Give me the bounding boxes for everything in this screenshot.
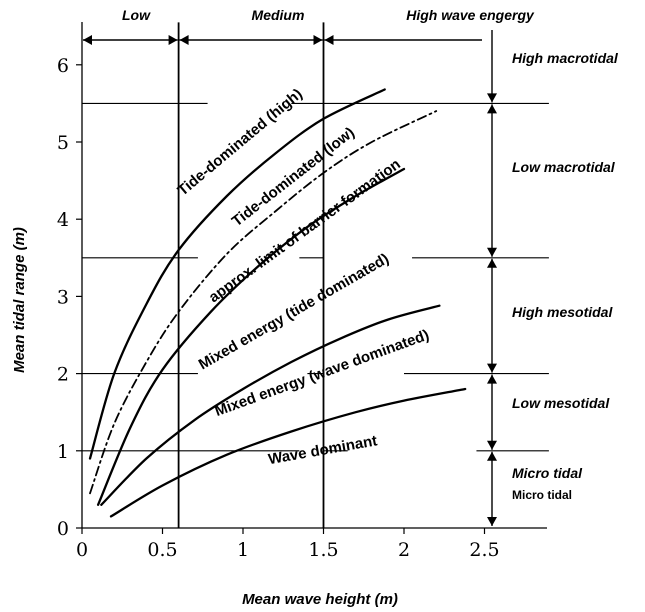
boundary-curve	[109, 387, 467, 518]
x-tick-label: 1	[237, 539, 249, 561]
tidal-class-low-macrotidal: Low macrotidal	[512, 159, 616, 175]
classification-lines	[82, 22, 549, 528]
y-tick-label: 4	[57, 209, 69, 231]
x-tick-label: 2	[398, 539, 410, 561]
wave-class-label-low: Low	[122, 7, 151, 23]
arrow-head	[313, 35, 323, 45]
tidal-class-micro-tidal-sub: Micro tidal	[512, 488, 572, 502]
arrow-head	[487, 93, 497, 103]
arrow-head	[179, 35, 189, 45]
y-tick-label: 5	[57, 132, 69, 154]
wave-class-label-high: High wave engergy	[406, 7, 535, 23]
tidal-class-micro-tidal: Micro tidal	[512, 465, 583, 481]
tidal-class-low-mesotidal: Low mesotidal	[512, 395, 610, 411]
arrow-head	[487, 363, 497, 373]
x-tick-label: 0.5	[147, 539, 177, 561]
arrow-head	[168, 35, 178, 45]
y-tick-label: 1	[57, 441, 69, 463]
x-tick-label: 2.5	[469, 539, 499, 561]
y-tick-label: 2	[57, 364, 69, 386]
arrow-head	[487, 440, 497, 450]
arrow-head	[487, 258, 497, 268]
boundary-curve	[100, 304, 441, 506]
arrow-head	[487, 451, 497, 461]
text-labels: Low Medium High wave engergy High macrotida…	[83, 7, 619, 526]
arrow-head	[487, 374, 497, 384]
arrow-head	[83, 35, 92, 45]
arrow-head	[324, 35, 334, 45]
y-tick-label: 0	[57, 518, 69, 540]
boundary-curve	[96, 167, 406, 506]
boundary-curve	[88, 88, 386, 460]
tidal-class-high-macrotidal: High macrotidal	[512, 50, 619, 66]
arrow-head	[487, 247, 497, 257]
x-tick-label: 1.5	[308, 539, 338, 561]
y-tick-label: 3	[57, 286, 69, 308]
arrow-head	[487, 517, 497, 526]
x-tick-label: 0	[76, 539, 88, 561]
wave-class-label-medium: Medium	[252, 7, 305, 23]
boundary-curve	[89, 110, 438, 495]
axes: 0 0.5 1 1.5 2 2.5 0 1 2 3 4 5 6 Mean wave height (m) M…	[11, 22, 547, 608]
arrow-head	[487, 104, 497, 114]
tidal-class-high-mesotidal: High mesotidal	[512, 304, 613, 320]
y-tick-label: 6	[57, 55, 69, 77]
y-axis-title: Mean tidal range (m)	[11, 227, 28, 373]
boundary-curves	[88, 88, 467, 518]
x-axis-title: Mean wave height (m)	[242, 591, 398, 608]
